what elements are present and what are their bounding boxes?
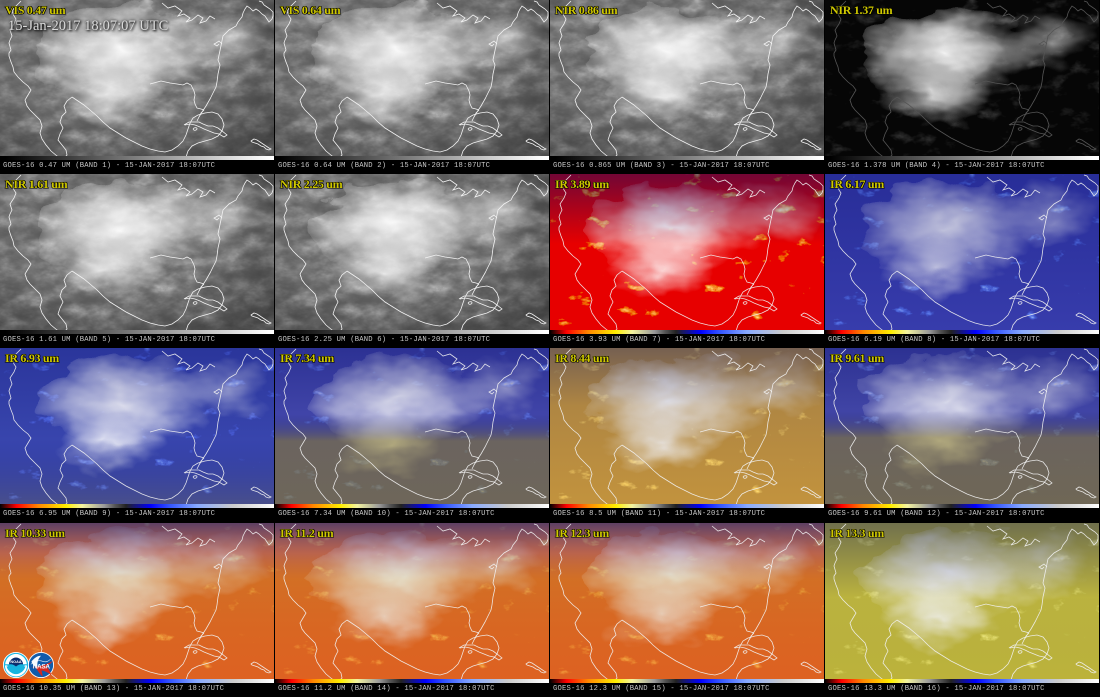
svg-text:NASA: NASA bbox=[33, 664, 51, 671]
svg-text:NOAA: NOAA bbox=[10, 660, 22, 664]
